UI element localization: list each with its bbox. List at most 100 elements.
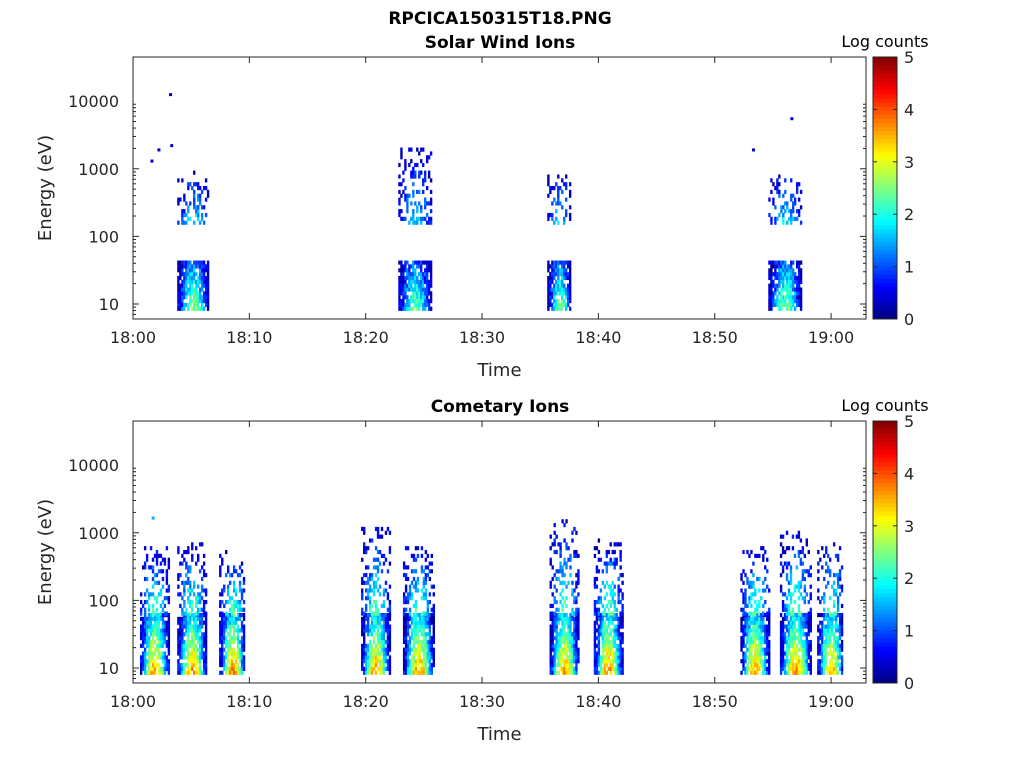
cell <box>779 659 783 664</box>
cell <box>408 275 411 281</box>
colorbar-step <box>873 609 897 614</box>
cell <box>225 616 228 621</box>
cell <box>793 553 797 558</box>
cell <box>376 651 380 656</box>
cell <box>551 592 554 597</box>
cell <box>163 655 167 660</box>
cell <box>567 639 570 645</box>
cell <box>619 670 622 675</box>
cell <box>553 220 556 225</box>
cell <box>613 632 616 637</box>
cell <box>386 643 390 648</box>
cell <box>793 275 797 281</box>
cell <box>577 569 580 574</box>
cell <box>809 659 812 664</box>
cell <box>426 651 430 656</box>
cell <box>575 584 578 589</box>
cell <box>193 612 196 618</box>
cell <box>165 588 169 593</box>
cell <box>193 272 196 277</box>
cell <box>420 632 424 637</box>
cell <box>157 647 161 652</box>
cell <box>553 287 556 292</box>
cell <box>568 205 572 210</box>
cell <box>770 260 773 265</box>
cell <box>551 268 554 273</box>
cell <box>799 306 803 311</box>
cell <box>782 268 785 273</box>
cell <box>418 639 422 645</box>
cell <box>416 655 420 660</box>
cell <box>425 291 429 296</box>
cell <box>778 193 781 198</box>
cell <box>799 620 803 625</box>
cell <box>149 659 153 664</box>
cell <box>801 561 805 566</box>
cell <box>376 628 380 633</box>
cell <box>607 624 610 629</box>
cell <box>147 639 151 645</box>
cell <box>223 616 226 621</box>
cell <box>420 291 423 296</box>
cell <box>139 666 143 672</box>
cell <box>196 639 200 645</box>
cell <box>204 299 208 304</box>
cell <box>561 612 564 618</box>
cell <box>380 659 384 664</box>
cell <box>836 651 840 656</box>
cell <box>406 306 409 311</box>
cell <box>185 607 188 612</box>
cell <box>559 268 562 273</box>
cell <box>792 279 795 284</box>
cell <box>557 264 560 269</box>
cell <box>793 632 797 637</box>
cell <box>821 624 824 629</box>
cell <box>605 592 608 597</box>
cell <box>400 275 403 281</box>
cell <box>569 663 572 668</box>
cell <box>183 603 186 608</box>
cell <box>402 189 405 195</box>
cell <box>795 584 799 589</box>
cell <box>793 666 797 672</box>
cell <box>147 666 151 672</box>
cell <box>200 283 204 288</box>
cell <box>384 530 388 535</box>
cell <box>565 268 568 273</box>
cell <box>770 283 773 288</box>
cell <box>400 287 403 292</box>
cell <box>386 592 390 597</box>
cell <box>786 287 789 292</box>
cell <box>363 624 366 629</box>
cell <box>750 659 753 664</box>
cell <box>236 655 240 660</box>
cell <box>752 620 755 625</box>
cell <box>376 647 380 652</box>
cell <box>789 639 793 645</box>
cell <box>406 628 410 633</box>
cell <box>776 302 779 308</box>
cell <box>807 651 810 656</box>
cell <box>551 264 554 269</box>
cell <box>372 628 376 633</box>
cell <box>799 299 803 304</box>
cell <box>577 651 580 656</box>
cell <box>404 612 408 618</box>
cell <box>803 612 807 618</box>
cell <box>185 212 188 218</box>
x-tick-label: 18:30 <box>459 692 505 711</box>
cell <box>575 659 578 664</box>
cell <box>783 612 787 618</box>
cell <box>414 272 417 277</box>
cell <box>593 611 597 616</box>
cell <box>195 209 198 214</box>
cell <box>378 549 382 555</box>
cell <box>139 655 143 660</box>
cell <box>227 639 230 645</box>
colorbar-step <box>873 478 897 483</box>
cell <box>790 275 793 281</box>
cell <box>167 561 171 566</box>
cell <box>840 643 844 648</box>
cell <box>149 666 153 672</box>
cell <box>778 306 781 311</box>
